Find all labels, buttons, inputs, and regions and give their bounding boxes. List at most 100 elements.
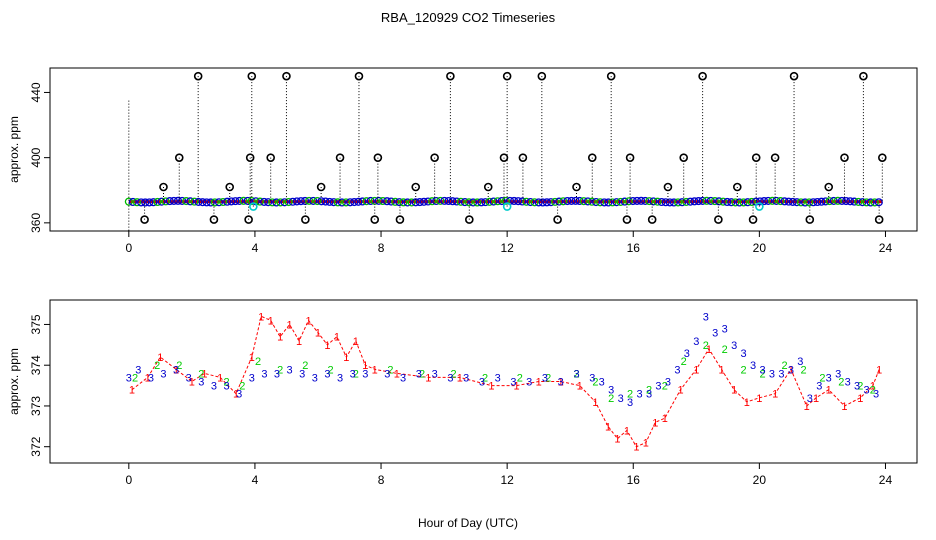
point-marker-3: 3 bbox=[674, 364, 680, 376]
point-marker-1: 1 bbox=[514, 381, 520, 393]
point-marker-2: 2 bbox=[239, 381, 245, 393]
baseline-point bbox=[481, 198, 490, 207]
sample-point bbox=[606, 71, 616, 81]
baseline-point bbox=[186, 197, 195, 206]
x-tick-label: 20 bbox=[753, 473, 767, 487]
point-marker-1: 1 bbox=[277, 332, 283, 344]
baseline-point bbox=[124, 197, 133, 206]
baseline-point bbox=[239, 196, 248, 205]
sample-point bbox=[840, 153, 849, 162]
point-marker-3: 3 bbox=[816, 381, 822, 393]
point-marker-3: 3 bbox=[788, 364, 794, 376]
baseline-point bbox=[870, 198, 879, 207]
baseline-point bbox=[596, 198, 605, 207]
baseline-point bbox=[600, 198, 609, 207]
y-axis-label-top: approx. ppm bbox=[7, 116, 21, 183]
point-marker-3: 3 bbox=[873, 389, 879, 401]
point-marker-3: 3 bbox=[627, 397, 633, 409]
sample-point bbox=[553, 215, 562, 224]
point-marker-3: 3 bbox=[261, 368, 267, 380]
baseline-point bbox=[436, 196, 445, 205]
sample-point bbox=[714, 215, 723, 224]
sample-point bbox=[316, 182, 326, 192]
point-marker-2: 2 bbox=[302, 360, 308, 372]
point-marker-2: 2 bbox=[703, 340, 709, 352]
sample-point bbox=[411, 182, 421, 192]
baseline-point bbox=[350, 198, 359, 207]
point-marker-3: 3 bbox=[826, 372, 832, 384]
baseline-point bbox=[456, 197, 465, 206]
sample-point bbox=[770, 153, 780, 162]
point-marker-3: 3 bbox=[463, 372, 469, 384]
baseline-point bbox=[227, 197, 236, 206]
baseline-point bbox=[854, 197, 863, 206]
x-axis-label: Hour of Day (UTC) bbox=[418, 516, 518, 530]
sample-point bbox=[245, 153, 255, 162]
baseline-point bbox=[214, 198, 224, 207]
point-marker-3: 3 bbox=[759, 364, 765, 376]
baseline-point bbox=[796, 198, 806, 207]
point-marker-2: 2 bbox=[419, 368, 425, 380]
point-marker-1: 1 bbox=[233, 389, 239, 401]
point-marker-1: 1 bbox=[706, 344, 712, 356]
baseline-point bbox=[792, 198, 801, 207]
sample-point bbox=[225, 182, 235, 192]
point-marker-3: 3 bbox=[665, 377, 671, 389]
sample-point bbox=[446, 71, 455, 81]
point-marker-2: 2 bbox=[545, 372, 551, 384]
point-marker-1: 1 bbox=[258, 311, 264, 323]
point-marker-1: 1 bbox=[324, 340, 330, 352]
baseline-point bbox=[657, 197, 666, 207]
baseline-point bbox=[694, 197, 703, 206]
point-marker-1: 1 bbox=[870, 381, 876, 393]
x-tick-label: 8 bbox=[378, 241, 385, 255]
baseline-point bbox=[395, 198, 404, 207]
baseline-point bbox=[760, 197, 769, 206]
y-tick-label: 372 bbox=[29, 436, 43, 456]
baseline-point bbox=[510, 196, 519, 206]
baseline-point bbox=[460, 198, 469, 207]
point-marker-2: 2 bbox=[223, 377, 229, 389]
point-marker-1: 1 bbox=[841, 401, 847, 413]
baseline-point bbox=[341, 198, 351, 207]
sample-point bbox=[663, 182, 673, 192]
baseline-point bbox=[260, 197, 269, 206]
baseline-point bbox=[489, 197, 498, 206]
baseline-point bbox=[641, 196, 650, 205]
point-marker-1: 1 bbox=[772, 389, 778, 401]
baseline-point bbox=[407, 198, 416, 207]
point-marker-1: 1 bbox=[353, 336, 359, 348]
point-marker-1: 1 bbox=[296, 336, 302, 348]
baseline-point bbox=[337, 198, 346, 207]
baseline-point bbox=[690, 197, 699, 206]
sample-point bbox=[755, 202, 764, 211]
baseline-point bbox=[231, 197, 240, 206]
sample-point bbox=[266, 153, 275, 162]
point-marker-3: 3 bbox=[249, 372, 255, 384]
point-marker-1: 1 bbox=[343, 352, 349, 364]
point-marker-3: 3 bbox=[447, 372, 453, 384]
point-marker-2: 2 bbox=[255, 356, 261, 368]
baseline-point bbox=[743, 198, 752, 207]
sample-point bbox=[335, 153, 345, 162]
baseline-point bbox=[518, 197, 527, 206]
baseline-point bbox=[665, 198, 674, 207]
sample-point bbox=[824, 182, 834, 192]
baseline-point bbox=[579, 197, 588, 206]
sample-point bbox=[282, 71, 291, 81]
sample-point bbox=[465, 215, 474, 224]
point-marker-1: 1 bbox=[744, 397, 750, 409]
point-marker-3: 3 bbox=[223, 381, 229, 393]
baseline-point bbox=[464, 198, 474, 207]
sample-point bbox=[647, 215, 657, 224]
series-3: 333 3 33 3 3 333 3 3 3 3 3 3 3 3 3 3 3 3 3 3 3 3 3 3 3 3 33 3 333 33 3… bbox=[126, 311, 879, 409]
baseline-point bbox=[723, 197, 732, 207]
baseline-point bbox=[469, 198, 478, 207]
point-marker-3: 3 bbox=[416, 368, 422, 380]
baseline-point bbox=[440, 196, 449, 205]
point-marker-1: 1 bbox=[305, 315, 311, 327]
point-marker-1: 1 bbox=[558, 377, 564, 389]
baseline-point bbox=[546, 198, 556, 207]
point-marker-3: 3 bbox=[778, 368, 784, 380]
